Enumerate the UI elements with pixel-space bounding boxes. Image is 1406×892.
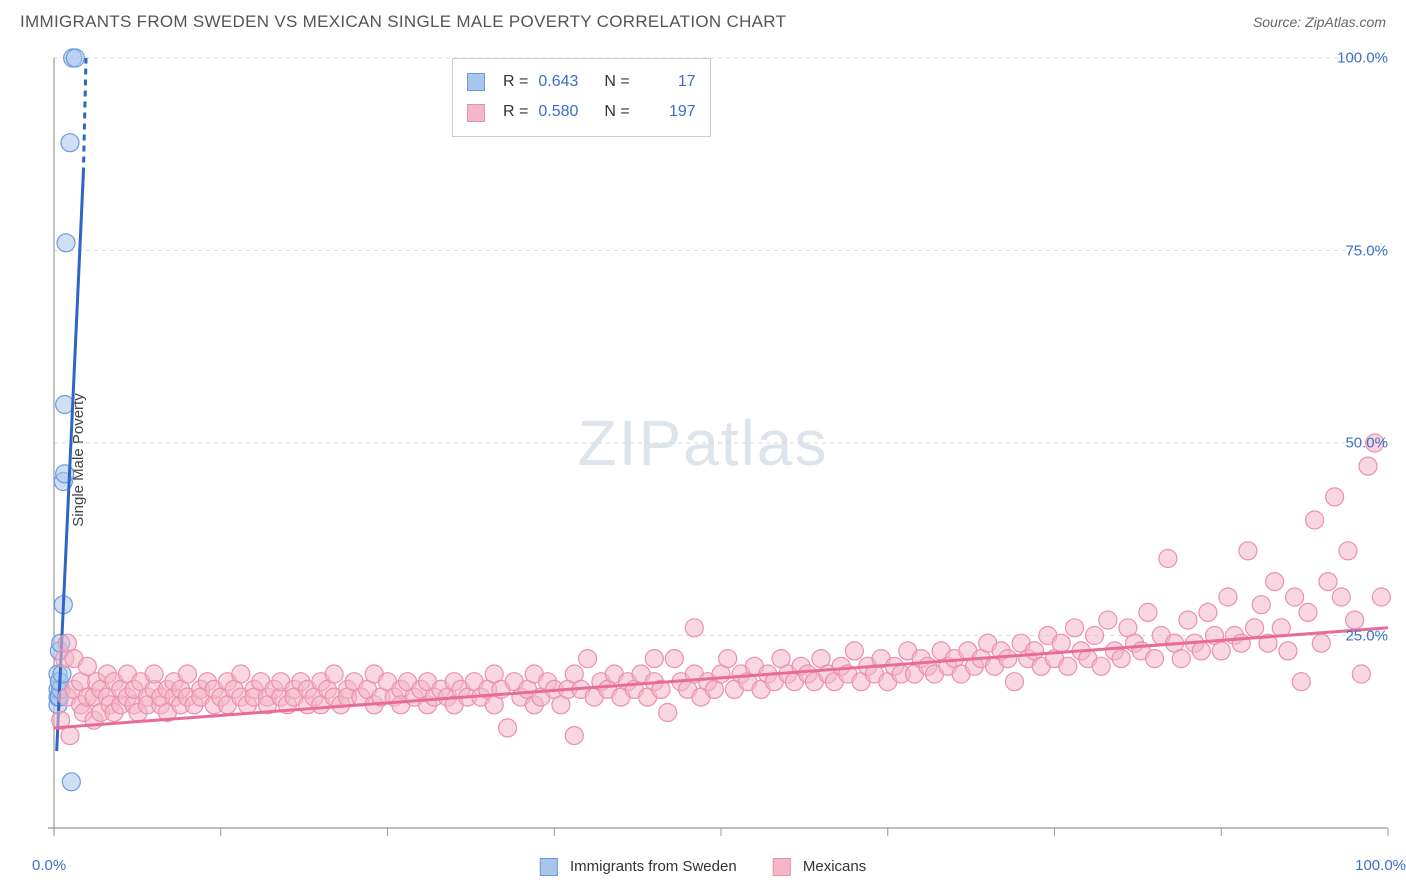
legend-label-sweden: Immigrants from Sweden [570, 858, 737, 875]
stats-r-value: 0.643 [538, 67, 594, 97]
stats-legend: R = 0.643 N = 17 R = 0.580 N = 197 [452, 58, 711, 137]
stats-swatch [467, 73, 485, 91]
stats-r-label: R = [503, 97, 528, 127]
stats-swatch [467, 104, 485, 122]
stats-legend-row: R = 0.643 N = 17 [467, 67, 696, 97]
y-tick-label: 25.0% [1345, 627, 1388, 644]
legend-swatch-mexicans [773, 858, 791, 876]
x-legend: Immigrants from Sweden Mexicans [540, 858, 866, 876]
chart-header: IMMIGRANTS FROM SWEDEN VS MEXICAN SINGLE… [0, 0, 1406, 40]
stats-n-value: 17 [640, 67, 696, 97]
legend-item-sweden: Immigrants from Sweden [540, 858, 737, 876]
legend-item-mexicans: Mexicans [773, 858, 867, 876]
scatter-plot-svg [0, 40, 1406, 880]
stats-legend-row: R = 0.580 N = 197 [467, 97, 696, 127]
stats-n-label: N = [604, 97, 629, 127]
chart-title: IMMIGRANTS FROM SWEDEN VS MEXICAN SINGLE… [20, 12, 786, 32]
y-tick-label: 75.0% [1345, 242, 1388, 259]
chart-area: Single Male Poverty ZIPatlas R =0.643N =… [0, 40, 1406, 880]
legend-swatch-sweden [540, 858, 558, 876]
stats-r-label: R = [503, 67, 528, 97]
y-tick-label: 100.0% [1337, 50, 1388, 67]
x-tick-label-min: 0.0% [32, 857, 66, 874]
stats-n-label: N = [604, 67, 629, 97]
stats-n-value: 197 [640, 97, 696, 127]
y-tick-label: 50.0% [1345, 435, 1388, 452]
stats-r-value: 0.580 [538, 97, 594, 127]
legend-label-mexicans: Mexicans [803, 858, 866, 875]
x-tick-label-max: 100.0% [1355, 857, 1406, 874]
chart-source: Source: ZipAtlas.com [1253, 14, 1386, 30]
